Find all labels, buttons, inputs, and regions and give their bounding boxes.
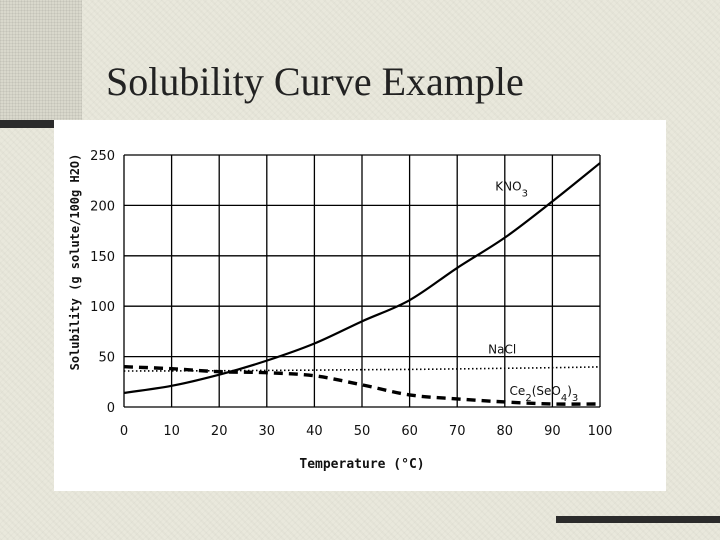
x-tick-label: 70 (449, 424, 466, 439)
x-tick-label: 0 (120, 424, 128, 439)
x-axis-title: Temperature (°C) (299, 457, 424, 472)
series-labels: KNO3 NaCl Ce2(SeO4)3 (488, 179, 578, 403)
slide-title: Solubility Curve Example (106, 59, 524, 104)
grid-lines (123, 154, 601, 408)
series-line-kno3 (123, 162, 601, 394)
x-tick-label: 20 (211, 424, 228, 439)
series-label-ce2-seo4-3: Ce2(SeO4)3 (510, 384, 579, 404)
x-tick-label: 100 (588, 424, 613, 439)
y-tick-label: 50 (98, 351, 115, 366)
series-label-nacl: NaCl (488, 343, 516, 357)
series-line-ce2-seo4-3 (123, 364, 601, 406)
y-axis-title: Solubility (g solute/100g H2O) (68, 154, 82, 371)
x-tick-label: 80 (497, 424, 514, 439)
series-lines (123, 162, 601, 406)
chart-panel: 0 10 20 30 40 50 60 70 80 90 100 0 50 100 150 200 250 KN… (54, 120, 666, 491)
x-tick-label: 60 (401, 424, 418, 439)
x-tick-label: 10 (163, 424, 180, 439)
y-tick-label: 100 (90, 300, 115, 315)
decorative-rule-bottom (556, 516, 720, 523)
y-tick-label: 200 (90, 199, 115, 214)
decorative-left-band (0, 0, 82, 125)
solubility-chart: 0 10 20 30 40 50 60 70 80 90 100 0 50 100 150 200 250 KN… (68, 149, 612, 472)
decorative-rule-top (0, 120, 82, 128)
y-tick-label: 150 (90, 250, 115, 265)
x-tick-label: 30 (259, 424, 276, 439)
x-tick-label: 50 (354, 424, 371, 439)
series-label-kno3: KNO3 (495, 179, 528, 199)
y-tick-label: 0 (107, 401, 115, 416)
tick-labels: 0 10 20 30 40 50 60 70 80 90 100 0 50 100 150 200 250 (90, 149, 612, 439)
x-tick-label: 90 (544, 424, 561, 439)
x-tick-label: 40 (306, 424, 323, 439)
y-tick-label: 250 (90, 149, 115, 164)
